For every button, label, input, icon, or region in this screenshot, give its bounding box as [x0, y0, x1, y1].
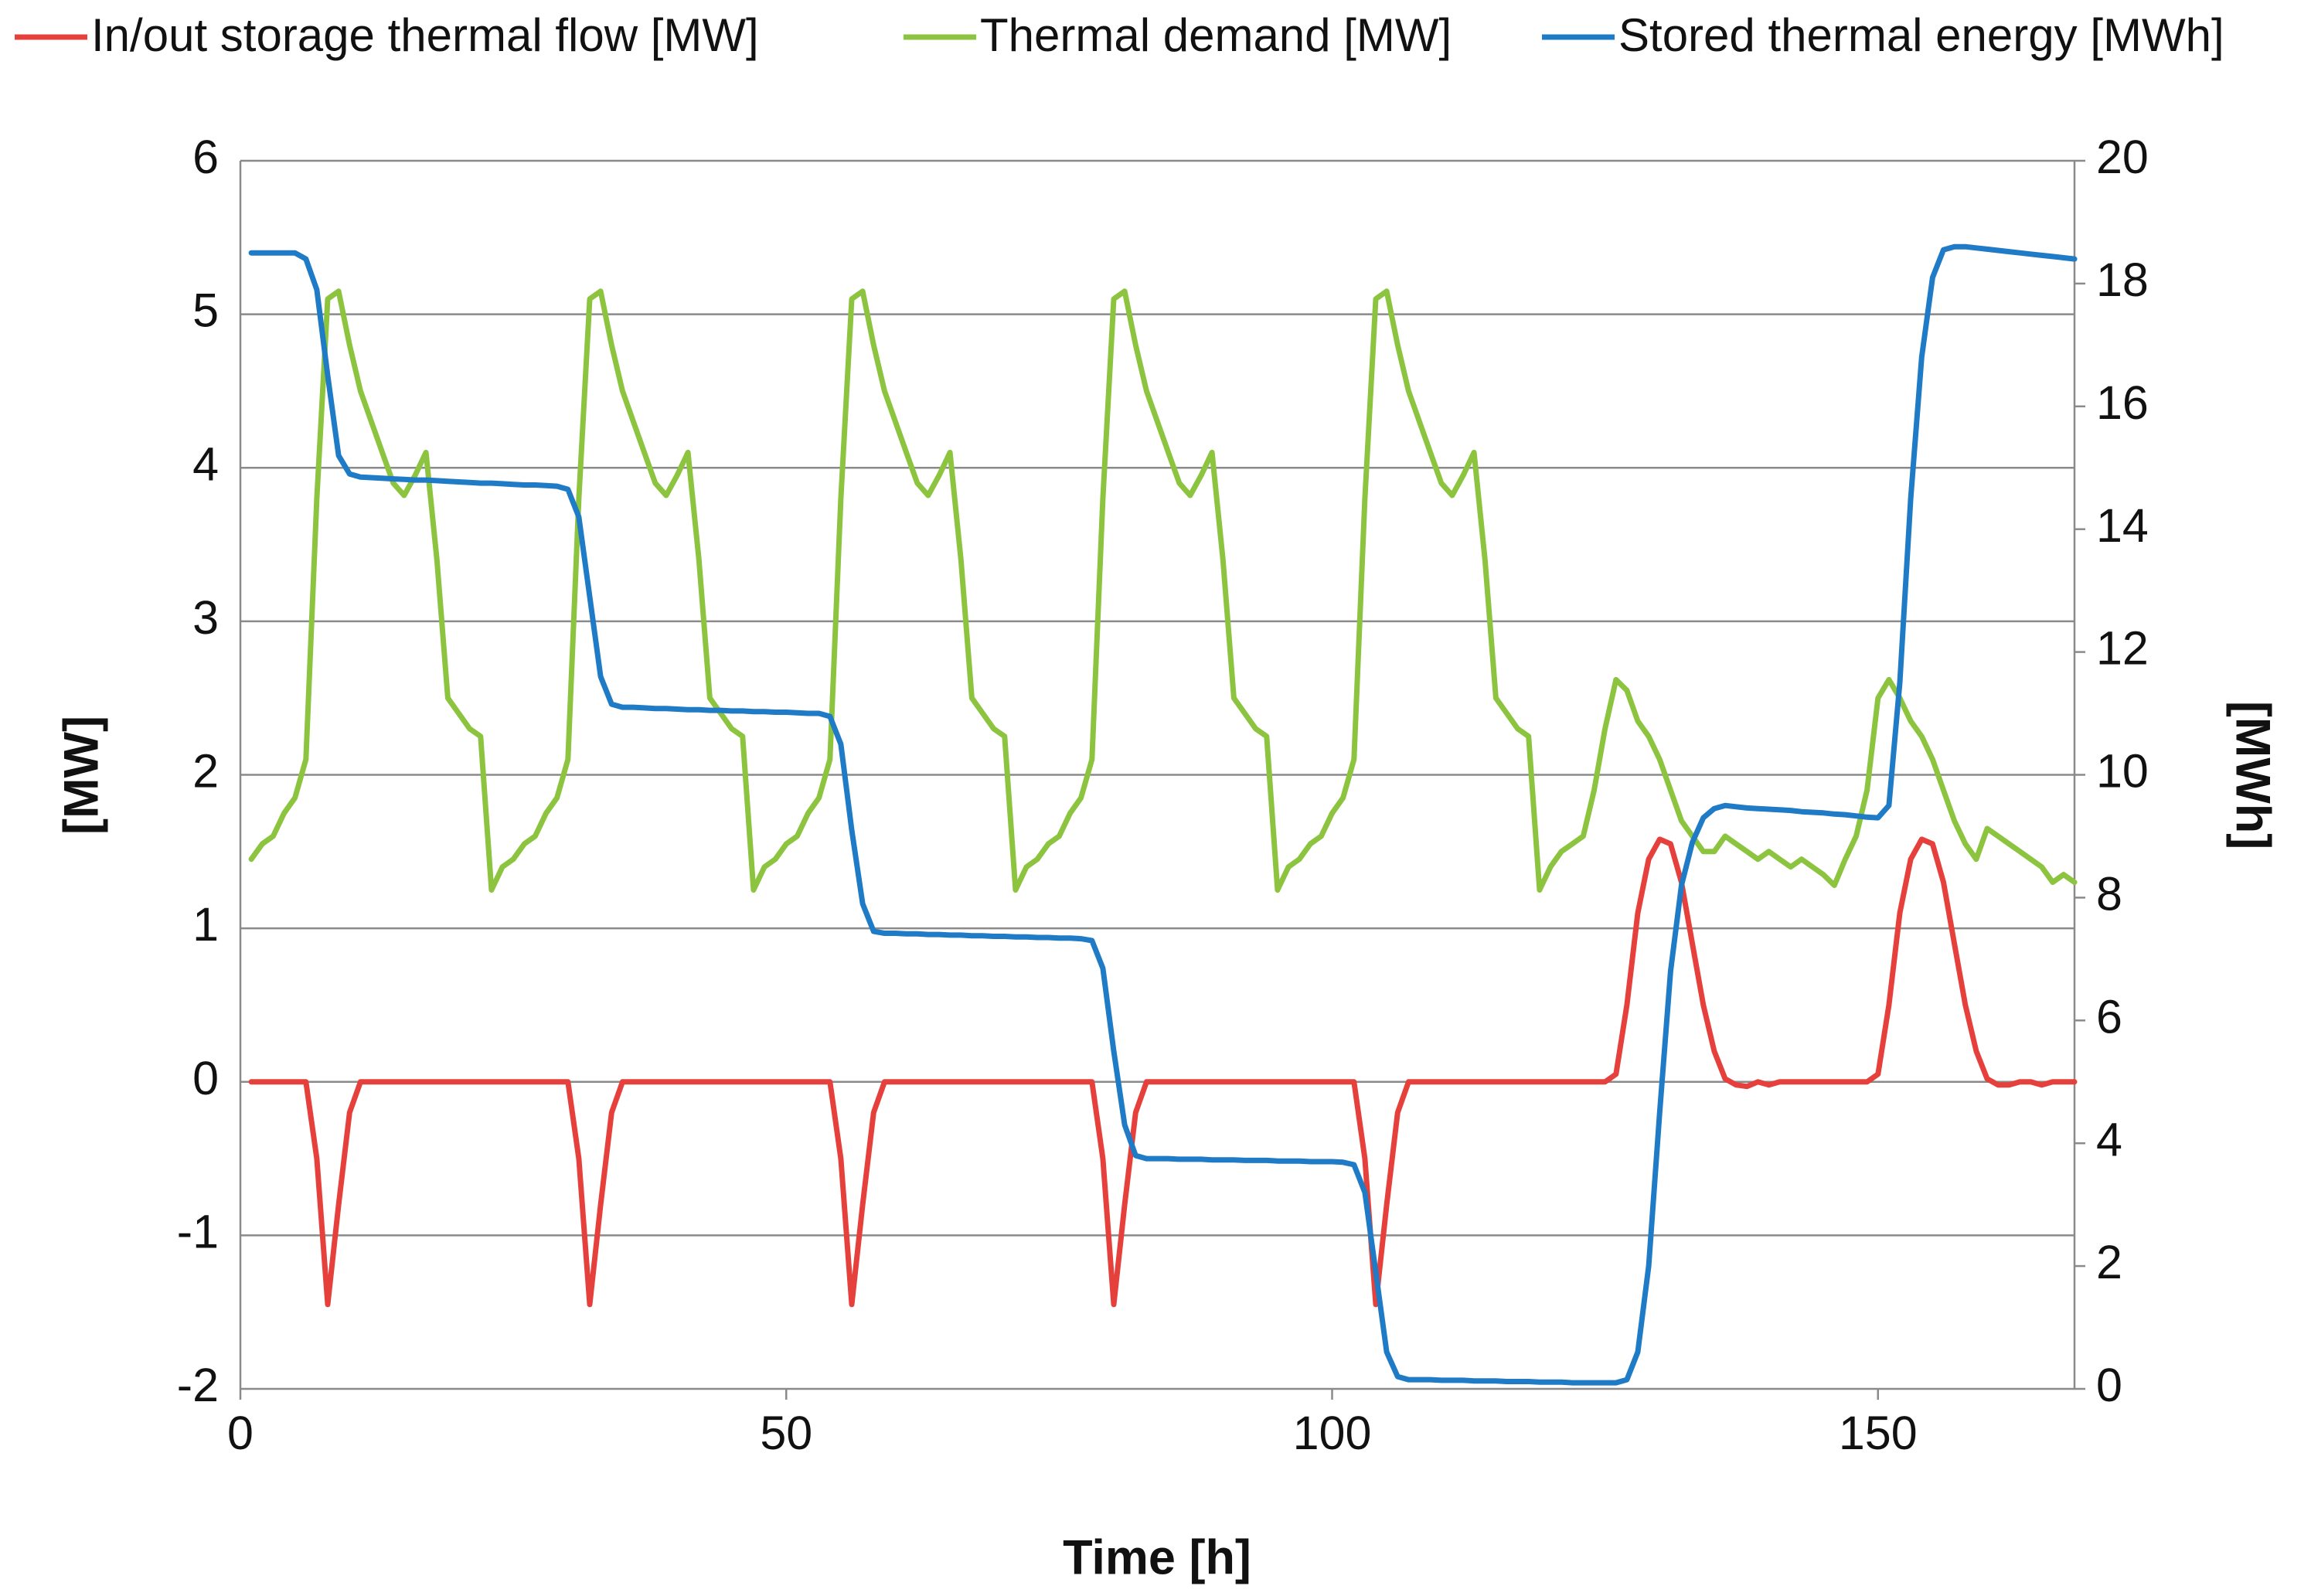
- y-tick-label: 2: [192, 745, 219, 798]
- y-tick-label: 3: [192, 591, 219, 644]
- y-axis-title: [MW]: [55, 716, 109, 835]
- legend-label: Thermal demand [MW]: [980, 9, 1452, 61]
- y-tick-label: 4: [192, 437, 219, 490]
- legend-label: Stored thermal energy [MWh]: [1618, 9, 2224, 61]
- series-line: [248, 288, 2078, 893]
- x-tick-label: 0: [227, 1407, 254, 1459]
- y-tick-label: 1: [192, 898, 219, 951]
- y2-tick-label: 16: [2096, 376, 2149, 429]
- y2-tick-label: 14: [2096, 499, 2149, 552]
- x-tick-label: 50: [760, 1407, 812, 1459]
- y-tick-label: -2: [177, 1359, 219, 1411]
- y2-tick-label: 8: [2096, 868, 2122, 921]
- y2-tick-label: 10: [2096, 745, 2149, 798]
- y2-tick-label: 2: [2096, 1236, 2122, 1288]
- y-tick-label: 5: [192, 284, 219, 337]
- y-tick-label: 0: [192, 1052, 219, 1104]
- x-tick-label: 100: [1293, 1407, 1372, 1459]
- x-axis-title: Time [h]: [1063, 1531, 1251, 1585]
- y2-tick-label: 6: [2096, 990, 2122, 1043]
- y2-tick-label: 12: [2096, 622, 2149, 675]
- series-line: [248, 243, 2078, 1386]
- legend-label: In/out storage thermal flow [MW]: [91, 9, 759, 61]
- series-line: [248, 836, 2078, 1308]
- y2-tick-label: 0: [2096, 1359, 2122, 1411]
- y2-tick-label: 20: [2096, 131, 2149, 183]
- y-tick-label: 6: [192, 131, 219, 183]
- y2-tick-label: 18: [2096, 254, 2149, 306]
- y-tick-label: -1: [177, 1205, 219, 1257]
- y2-tick-label: 4: [2096, 1113, 2122, 1166]
- y2-axis-title: [MWh]: [2225, 701, 2279, 849]
- x-tick-label: 150: [1839, 1407, 1918, 1459]
